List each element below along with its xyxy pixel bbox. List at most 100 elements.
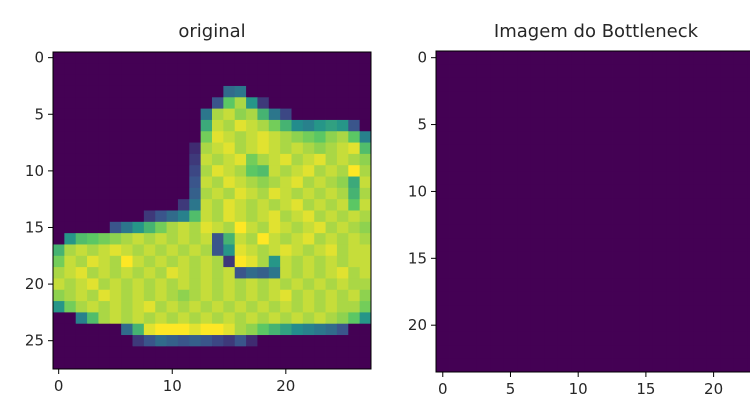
pixel (612, 64, 626, 78)
pixel (167, 177, 179, 189)
pixel (246, 86, 258, 98)
pixel (326, 233, 338, 245)
pixel (98, 75, 110, 87)
pixel (223, 177, 235, 189)
pixel (337, 312, 349, 324)
pixel (531, 145, 545, 159)
pixel (680, 198, 694, 212)
pixel (653, 131, 667, 145)
pixel (201, 335, 213, 347)
pixel (189, 188, 201, 200)
pixel (720, 238, 734, 252)
pixel (144, 52, 156, 64)
pixel (720, 185, 734, 199)
pixel (53, 165, 65, 177)
pixel (348, 75, 360, 87)
pixel (98, 86, 110, 98)
pixel (450, 105, 464, 119)
pixel (360, 233, 372, 245)
y-tick-label: 20 (408, 316, 427, 334)
pixel (571, 91, 585, 105)
pixel (585, 158, 599, 172)
pixel (436, 345, 450, 359)
pixel (64, 188, 76, 200)
pixel (257, 131, 269, 143)
pixel (292, 358, 304, 370)
pixel (178, 335, 190, 347)
pixel (144, 75, 156, 87)
pixel (653, 105, 667, 119)
pixel (110, 267, 122, 279)
pixel (558, 145, 572, 159)
pixel (167, 346, 179, 358)
pixel (517, 292, 531, 306)
pixel (693, 118, 707, 132)
pixel (53, 256, 65, 268)
pixel (178, 301, 190, 313)
pixel (653, 185, 667, 199)
pixel (693, 238, 707, 252)
pixel (189, 199, 201, 211)
pixel (64, 63, 76, 75)
pixel (87, 312, 99, 324)
pixel (490, 225, 504, 239)
pixel (450, 345, 464, 359)
pixel (504, 64, 518, 78)
pixel (257, 278, 269, 290)
pixel (337, 324, 349, 336)
pixel (155, 109, 167, 121)
pixel (517, 145, 531, 159)
pixel (121, 131, 133, 143)
pixel (720, 131, 734, 145)
pixel (246, 131, 258, 143)
pixel (167, 143, 179, 155)
pixel (544, 212, 558, 226)
pixel (504, 91, 518, 105)
pixel (303, 301, 315, 313)
pixel (246, 301, 258, 313)
y-tick-label: 15 (25, 218, 44, 236)
pixel (531, 345, 545, 359)
pixel (348, 143, 360, 155)
pixel (246, 244, 258, 256)
pixel (223, 109, 235, 121)
pixel (599, 51, 613, 65)
pixel (121, 324, 133, 336)
pixel (292, 165, 304, 177)
pixel (133, 358, 145, 370)
pixel (155, 97, 167, 109)
pixel (303, 120, 315, 132)
pixel (504, 118, 518, 132)
pixel (653, 345, 667, 359)
pixel (477, 238, 491, 252)
pixel (599, 292, 613, 306)
pixel (144, 267, 156, 279)
pixel (326, 86, 338, 98)
pixel (110, 233, 122, 245)
pixel (504, 252, 518, 266)
pixel (303, 199, 315, 211)
pixel (666, 51, 680, 65)
pixel (64, 358, 76, 370)
pixel (436, 118, 450, 132)
pixel (269, 120, 281, 132)
pixel (326, 256, 338, 268)
pixel (504, 265, 518, 279)
pixel (87, 335, 99, 347)
pixel (599, 265, 613, 279)
pixel (76, 109, 88, 121)
pixel (517, 131, 531, 145)
pixel (337, 63, 349, 75)
pixel (201, 267, 213, 279)
pixel (720, 319, 734, 333)
pixel (463, 185, 477, 199)
pixel (544, 145, 558, 159)
pixel (76, 256, 88, 268)
pixel (707, 64, 721, 78)
pixel (653, 64, 667, 78)
pixel (360, 244, 372, 256)
pixel (64, 256, 76, 268)
pixel (178, 97, 190, 109)
pixel (87, 324, 99, 336)
pixel (87, 244, 99, 256)
